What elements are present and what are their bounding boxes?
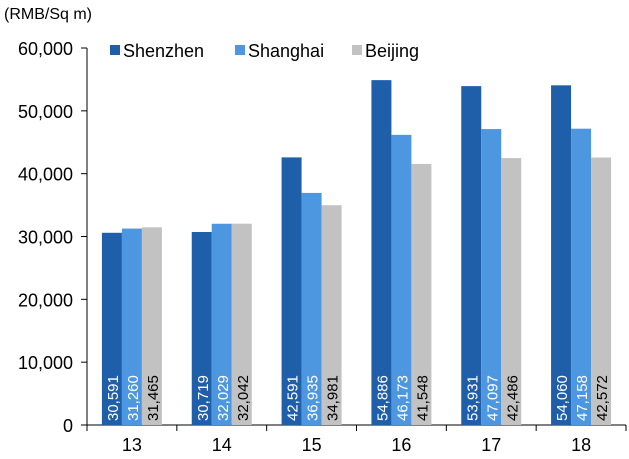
data-label: 32,042 <box>235 375 252 421</box>
bar-shanghai <box>211 223 232 425</box>
bar-beijing <box>501 158 522 425</box>
data-label: 34,981 <box>325 375 342 421</box>
bar-shenzhen <box>281 157 302 426</box>
y-tick-label: 40,000 <box>18 165 73 185</box>
bar-beijing <box>141 227 162 425</box>
data-label: 53,931 <box>464 375 481 421</box>
y-tick-label: 0 <box>63 416 73 436</box>
x-tick-label: 18 <box>571 435 591 455</box>
bar-shenzhen <box>461 86 482 426</box>
data-label: 42,572 <box>594 375 611 421</box>
data-label: 54,886 <box>374 375 391 421</box>
y-tick-label: 20,000 <box>18 290 73 310</box>
data-label: 42,591 <box>285 375 302 421</box>
data-label: 46,173 <box>394 375 411 421</box>
bar-shanghai <box>121 228 142 425</box>
bar-shenzhen <box>101 232 122 425</box>
data-label: 31,260 <box>125 375 142 421</box>
bar-shanghai <box>571 128 592 426</box>
data-label: 47,097 <box>484 375 501 421</box>
legend-swatch <box>235 45 245 55</box>
bar-beijing <box>231 223 252 425</box>
unit-label: (RMB/Sq m) <box>4 6 92 23</box>
bar-shenzhen <box>191 231 212 425</box>
y-tick-label: 50,000 <box>18 102 73 122</box>
bar-shanghai <box>481 129 502 425</box>
bar-shenzhen <box>371 80 392 425</box>
x-tick-label: 17 <box>481 435 501 455</box>
legend-swatch <box>110 45 120 55</box>
bar-beijing <box>411 163 432 425</box>
y-tick-label: 60,000 <box>18 39 73 59</box>
data-label: 54,060 <box>554 375 571 421</box>
bar-beijing <box>591 157 612 426</box>
x-tick-label: 15 <box>302 435 322 455</box>
data-label: 47,158 <box>574 375 591 421</box>
legend-entry: Shanghai <box>248 41 324 61</box>
x-tick-label: 13 <box>122 435 142 455</box>
data-label: 30,591 <box>105 375 122 421</box>
legend-entry: Beijing <box>365 41 419 61</box>
bar-shenzhen <box>551 85 572 425</box>
x-tick-label: 14 <box>212 435 232 455</box>
legend-entry: Shenzhen <box>123 41 204 61</box>
y-tick-label: 10,000 <box>18 353 73 373</box>
data-label: 42,486 <box>504 375 521 421</box>
y-tick-label: 30,000 <box>18 228 73 248</box>
bar-shanghai <box>391 134 412 426</box>
data-label: 41,548 <box>414 375 431 421</box>
legend-swatch <box>352 45 362 55</box>
bar-shanghai <box>301 192 322 425</box>
data-label: 36,935 <box>305 375 322 421</box>
x-tick-label: 16 <box>391 435 411 455</box>
data-label: 32,029 <box>215 375 232 421</box>
data-label: 31,465 <box>145 375 162 421</box>
data-label: 30,719 <box>195 375 212 421</box>
bar-beijing <box>321 205 342 425</box>
